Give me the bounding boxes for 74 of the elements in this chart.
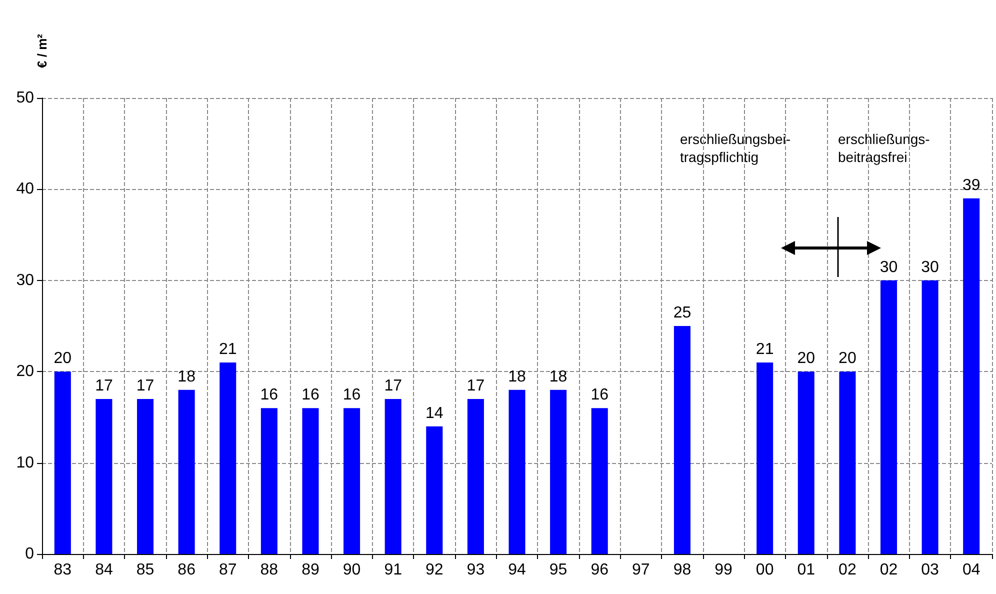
bar	[839, 372, 856, 554]
data-label: 21	[218, 340, 237, 358]
x-tick-label: 03	[921, 562, 940, 578]
x-tick-label: 85	[136, 562, 154, 578]
x-tick-label: 95	[549, 562, 568, 578]
data-label: 16	[342, 386, 361, 404]
data-label: 20	[54, 350, 72, 368]
data-label: 39	[962, 176, 980, 194]
x-tick-label: 99	[714, 562, 733, 578]
annotation: erschließungs- beitragsfrei	[838, 131, 930, 165]
y-tick-label: 30	[16, 272, 34, 289]
bar	[260, 408, 278, 554]
bar	[302, 408, 319, 554]
data-label: 16	[302, 386, 320, 404]
x-tick-label: 90	[342, 562, 361, 578]
bar	[137, 398, 154, 554]
bar	[880, 280, 897, 554]
x-tick-label: 02	[838, 562, 856, 578]
data-label: 17	[466, 377, 485, 394]
y-tick-label: 10	[16, 454, 34, 472]
bar	[756, 362, 774, 554]
y-tick-label: 40	[16, 180, 34, 198]
data-label: 16	[260, 386, 278, 404]
x-tick-label: 87	[218, 562, 237, 578]
bar	[426, 426, 443, 554]
x-tick-label: 84	[95, 562, 113, 578]
bar	[963, 198, 980, 554]
x-tick-label: 92	[425, 562, 444, 578]
x-tick-label: 98	[673, 562, 692, 578]
y-tick-label: 50	[16, 90, 34, 106]
x-tick-label: 00	[756, 562, 774, 578]
x-tick-label: 88	[260, 562, 278, 578]
data-label: 17	[384, 377, 402, 394]
bar	[384, 398, 402, 554]
bar	[344, 408, 360, 554]
bar	[798, 372, 814, 554]
bar	[96, 398, 112, 554]
data-label: 17	[95, 377, 113, 394]
data-label: 18	[549, 368, 568, 386]
data-label: 18	[178, 368, 196, 386]
bar	[674, 326, 690, 554]
bar	[220, 362, 236, 554]
x-tick-label: 83	[54, 562, 72, 578]
data-label: 16	[590, 386, 609, 404]
y-tick-label: 0	[25, 546, 34, 562]
bar	[591, 408, 608, 554]
data-label: 21	[756, 340, 774, 358]
y-axis-title: € / m²	[34, 33, 50, 68]
data-label: 30	[880, 258, 898, 276]
bar	[178, 390, 195, 554]
x-tick-label: 91	[384, 562, 402, 578]
x-tick-label: 04	[962, 562, 980, 578]
x-tick-label: 97	[632, 562, 650, 578]
bar	[508, 390, 526, 554]
x-tick-label: 86	[178, 562, 196, 578]
bar	[54, 372, 71, 554]
data-label: 25	[673, 304, 692, 322]
bar	[550, 390, 567, 554]
data-label: 17	[136, 377, 154, 394]
data-label: 20	[797, 350, 816, 368]
annotation: erschließungsbei- tragspflichtig	[680, 131, 791, 165]
x-tick-label: 94	[508, 562, 526, 578]
x-tick-label: 93	[466, 562, 485, 578]
y-tick-label: 20	[16, 363, 34, 380]
x-tick-label: 01	[797, 562, 816, 578]
data-label: 18	[508, 368, 526, 386]
x-tick-label: 02	[880, 562, 898, 578]
data-label: 14	[425, 404, 444, 422]
bar	[467, 398, 484, 554]
data-label: 20	[838, 350, 856, 368]
bar	[922, 280, 938, 554]
x-tick-label: 89	[302, 562, 320, 578]
data-label: 30	[921, 258, 940, 276]
x-tick-label: 96	[590, 562, 609, 578]
